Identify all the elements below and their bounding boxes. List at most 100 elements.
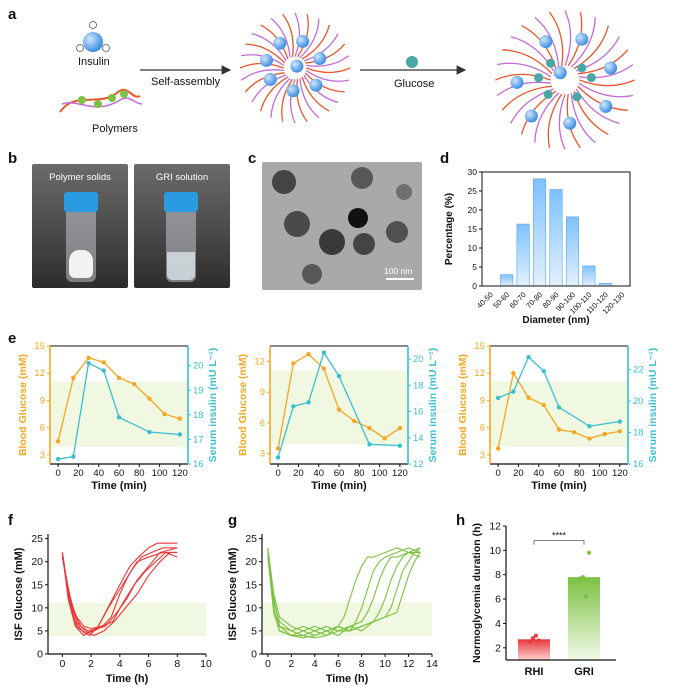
blood-glucose-point — [132, 381, 137, 387]
blood-glucose-point — [162, 411, 167, 417]
tick-label: 4 — [312, 658, 318, 670]
tick-label: 12 — [489, 521, 501, 533]
data-point — [537, 638, 541, 643]
glucose-molecule-icon — [534, 73, 544, 83]
tick-label: 18 — [193, 410, 204, 421]
tick-label: 20 — [73, 468, 84, 479]
tick-label: 19 — [193, 385, 204, 396]
panel-label-g: g — [228, 512, 238, 529]
tick-label: 10 — [245, 602, 257, 614]
tick-label: 40 — [533, 468, 544, 479]
tick-label: 20 — [193, 361, 204, 372]
blood-glucose-point — [55, 439, 61, 444]
tick-label: 10 — [489, 545, 501, 557]
x-axis-title: Diameter (nm) — [522, 315, 589, 326]
blood-glucose-point — [101, 360, 106, 365]
insulin-ball-icon — [510, 75, 524, 89]
x-axis-title: Time (min) — [91, 480, 147, 492]
tick-label: 16 — [413, 407, 424, 418]
tick-label: 5 — [472, 262, 477, 272]
normoglycemia-bar-chart: RHI GRI **** 2 4 6 8 10 12 Normoglycemia duration… — [471, 521, 616, 678]
insulin-ball-icon — [260, 53, 273, 67]
serum-insulin-point — [511, 389, 516, 394]
glucose-molecule-icon — [577, 63, 587, 73]
right-axis-title: Serum insulin (mU L⁻¹) — [427, 348, 439, 463]
left-axis-title: Blood Glucose (mM) — [17, 354, 29, 456]
tick-label: 15 — [245, 579, 257, 591]
blood-glucose-point — [321, 366, 326, 371]
blood-glucose-point — [352, 418, 357, 424]
tick-label: 4 — [495, 618, 501, 630]
tick-label: 2 — [288, 658, 294, 670]
tick-label: 9 — [40, 395, 45, 406]
data-point — [528, 639, 532, 644]
data-point — [531, 636, 535, 641]
serum-insulin-point — [541, 368, 546, 374]
tick-label: 5 — [251, 625, 257, 637]
tick-label: 14 — [426, 658, 438, 670]
tick-label: 60-70 — [508, 290, 528, 310]
tick-label: 12 — [254, 356, 265, 367]
tick-label: 10 — [468, 243, 478, 253]
glucose-molecule-icon — [546, 58, 556, 68]
tick-label: 120 — [612, 468, 628, 479]
solution-liquid-icon — [167, 252, 195, 280]
y-axis-title: Normoglycemia duration (h) — [471, 523, 483, 663]
tick-label: 18 — [413, 380, 424, 391]
right-axis-title: Serum insulin (mU L⁻¹) — [647, 348, 659, 463]
x-axis-title: Time (min) — [311, 480, 367, 492]
tick-label: 12 — [474, 368, 485, 379]
serum-insulin-point — [397, 443, 403, 448]
serum-insulin-point — [306, 400, 311, 405]
schematic-diagram — [59, 10, 635, 150]
tick-label: 20 — [633, 396, 644, 407]
tick-label: 4 — [117, 658, 123, 670]
tick-label: 30 — [468, 167, 478, 177]
glucose-molecule-icon — [406, 56, 418, 68]
serum-insulin-point — [526, 354, 531, 360]
tick-label: 80 — [354, 468, 365, 479]
blood-glucose-point — [526, 395, 531, 400]
panel-label-e: e — [8, 330, 17, 347]
right-axis-title: Serum insulin (mU L⁻¹) — [207, 348, 219, 463]
x-axis-title: Time (min) — [531, 480, 587, 492]
blood-glucose-point — [116, 375, 122, 380]
dual-axis-chart-e1: 0 20 40 60 80 100 120 3 6 9 12 15 16 17 18 19 20 Time (mi… — [17, 341, 219, 492]
blood-glucose-point — [147, 396, 152, 401]
gri-solution-caption: GRI solution — [155, 172, 209, 183]
serum-insulin-point — [275, 455, 281, 460]
isf-glucose-trace — [61, 551, 178, 637]
histogram-bar — [516, 223, 530, 287]
tick-label: 2 — [495, 642, 501, 654]
tick-label: 0 — [275, 468, 280, 479]
tick-label: 12 — [34, 368, 45, 379]
tick-label: 40 — [93, 468, 104, 479]
tick-label: 40-50 — [475, 290, 495, 310]
serum-insulin-point — [101, 368, 106, 373]
data-point — [578, 576, 582, 581]
y-axis-title: Percentage (%) — [444, 193, 455, 265]
serum-insulin-point — [587, 424, 592, 429]
tick-label: 25 — [31, 533, 43, 545]
serum-insulin-point — [86, 361, 91, 366]
tick-label: 10 — [200, 658, 212, 670]
tick-label: 120 — [392, 468, 408, 479]
glucose-molecule-icon — [572, 92, 582, 102]
insulin-ball-icon — [313, 52, 327, 65]
blood-glucose-point — [291, 361, 296, 366]
tick-label: 70-80 — [524, 290, 544, 310]
category-label: GRI — [574, 666, 594, 678]
blood-glucose-point — [617, 429, 623, 434]
blood-glucose-point — [86, 355, 91, 360]
tick-label: 0 — [495, 468, 500, 479]
insulin-ball-icon — [290, 59, 304, 73]
tick-label: 22 — [633, 365, 644, 376]
tick-label: 15 — [468, 224, 478, 234]
serum-insulin-point — [71, 454, 76, 459]
vial-cap-icon — [164, 192, 198, 212]
blood-glucose-point — [397, 425, 403, 431]
panel-label-h: h — [456, 512, 466, 529]
serum-insulin-point — [495, 395, 501, 401]
tick-label: 20 — [413, 354, 424, 365]
histogram-bar — [500, 274, 514, 287]
